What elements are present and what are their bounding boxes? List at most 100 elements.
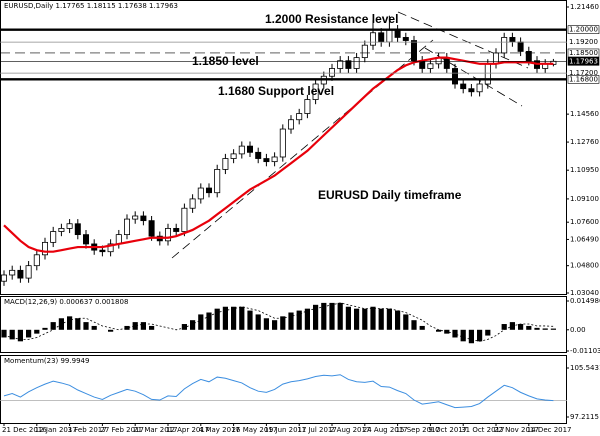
y-tick-label: 97.2115 xyxy=(570,413,599,421)
macd-bar xyxy=(231,306,237,330)
macd-bar xyxy=(181,324,187,330)
candle-body xyxy=(296,113,303,121)
y-tick-label: 0.00 xyxy=(570,326,586,334)
macd-bar xyxy=(485,329,491,336)
x-tick-label: 15 Sep 2017 xyxy=(396,426,440,434)
x-tick-label: 11 Jul 2017 xyxy=(297,426,337,434)
candle-body xyxy=(58,228,65,232)
macd-panel-frame xyxy=(0,296,567,353)
macd-bar xyxy=(313,304,319,330)
macd-bar xyxy=(477,329,483,342)
candle-body xyxy=(287,119,294,130)
level-label-box xyxy=(567,56,600,66)
y-tick-label: 1.06490 xyxy=(570,235,599,243)
macd-bar xyxy=(239,306,245,330)
macd-bar xyxy=(272,320,278,330)
macd-bar xyxy=(304,308,310,330)
macd-bar xyxy=(362,308,368,330)
panel-title: Momentum(23) 99.9949 xyxy=(4,357,89,365)
macd-bar xyxy=(9,329,15,340)
macd-bar xyxy=(140,322,146,330)
macd-bar xyxy=(255,314,261,330)
candle-body xyxy=(386,29,393,43)
x-tick-label: 19 Jun 2017 xyxy=(264,426,306,434)
macd-bar xyxy=(354,308,360,330)
annotation: 1.1850 level xyxy=(192,54,259,68)
price-panel-frame xyxy=(0,0,567,295)
macd-bar xyxy=(132,322,138,330)
x-tick-label: 4 May 2017 xyxy=(199,426,240,434)
macd-bar xyxy=(345,306,351,330)
macd-bar xyxy=(247,310,253,330)
trend-lines xyxy=(171,11,529,259)
macd-bar xyxy=(91,325,97,330)
candle-body xyxy=(279,128,286,158)
macd-bar xyxy=(518,324,524,330)
macd-bar xyxy=(198,314,204,330)
momentum-panel-frame xyxy=(0,355,567,424)
panel-title: EURUSD,Daily 1.17765 1.18115 1.17638 1.1… xyxy=(4,2,178,10)
level-label-box xyxy=(567,75,600,84)
macd-bar xyxy=(501,324,507,330)
candle-body xyxy=(107,243,114,253)
moving-average xyxy=(3,56,554,253)
macd-bar xyxy=(67,316,73,330)
candle-body xyxy=(181,207,188,232)
level-label: 1.19200 xyxy=(569,38,598,46)
level-label: 1.18500 xyxy=(569,49,598,57)
candle-body xyxy=(42,241,49,256)
level-label-box xyxy=(567,25,600,34)
candle-body xyxy=(222,158,229,170)
x-tick-label: 21 Mar 2017 xyxy=(133,426,177,434)
plot xyxy=(0,15,567,409)
macd-bar xyxy=(542,328,548,330)
macd-bar xyxy=(550,328,556,330)
candle-body xyxy=(312,83,319,100)
macd-bar xyxy=(411,320,417,330)
level-label-box xyxy=(567,48,600,58)
candle-body xyxy=(427,63,434,69)
x-tick-label: 31 Oct 2017 xyxy=(461,426,504,434)
macd-bar xyxy=(403,314,409,330)
candle-body xyxy=(361,44,368,59)
candle-body xyxy=(205,187,212,194)
macd-bar xyxy=(288,312,294,330)
candle-body xyxy=(378,32,385,43)
candle-body xyxy=(132,215,139,220)
annotation: 1.1680 Support level xyxy=(218,84,334,98)
macd-bar xyxy=(534,327,540,330)
candle-body xyxy=(99,249,106,253)
macd-bar xyxy=(17,329,23,342)
candle-body xyxy=(501,37,508,54)
macd-bar xyxy=(108,329,114,332)
candle-body xyxy=(304,99,311,114)
y-tick-label: 105.5431 xyxy=(570,364,600,372)
candle-body xyxy=(443,57,450,69)
x-tick-label: 21 Dec 2016 xyxy=(2,426,47,434)
macd-bar xyxy=(395,310,401,330)
y-tick-label: 1.21460 xyxy=(570,3,599,11)
annotation: EURUSD Daily timeframe xyxy=(318,188,462,202)
macd-bar xyxy=(50,322,56,330)
candle-body xyxy=(197,187,204,200)
candle-body xyxy=(50,231,57,243)
x-tick-label: 14 Dec 2017 xyxy=(527,426,572,434)
candle-body xyxy=(74,223,81,236)
macd-bar xyxy=(34,329,40,334)
candle-body xyxy=(468,88,475,93)
macd-bar xyxy=(468,329,474,344)
candle-body xyxy=(345,60,352,69)
y-tick-label: 1.10950 xyxy=(570,166,599,174)
candle-body xyxy=(230,153,237,159)
x-tick-label: 26 May 2017 xyxy=(232,426,278,434)
x-tick-label: 3 Feb 2017 xyxy=(68,426,107,434)
x-tick-label: 12 Apr 2017 xyxy=(166,426,209,434)
candle-body xyxy=(246,145,253,153)
x-tick-label: 24 Aug 2017 xyxy=(363,426,408,434)
candle-body xyxy=(402,37,409,41)
candle-body xyxy=(460,83,467,90)
macd-bar xyxy=(263,318,269,330)
macd-bar xyxy=(206,312,212,330)
macd-bar xyxy=(460,329,466,342)
macd-bar xyxy=(42,327,48,330)
